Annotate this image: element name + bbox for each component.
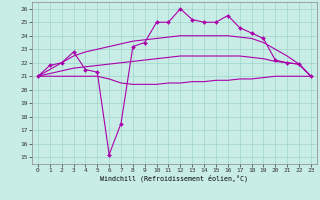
X-axis label: Windchill (Refroidissement éolien,°C): Windchill (Refroidissement éolien,°C) — [100, 175, 248, 182]
